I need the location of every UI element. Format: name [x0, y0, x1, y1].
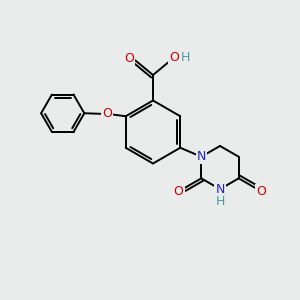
Text: O: O: [169, 51, 179, 64]
Text: O: O: [124, 52, 134, 65]
Text: H: H: [181, 51, 190, 64]
Text: N: N: [196, 150, 206, 163]
Text: O: O: [256, 185, 266, 198]
Text: O: O: [174, 185, 184, 198]
Text: N: N: [215, 183, 225, 196]
Text: O: O: [102, 107, 112, 120]
Text: H: H: [215, 195, 225, 208]
